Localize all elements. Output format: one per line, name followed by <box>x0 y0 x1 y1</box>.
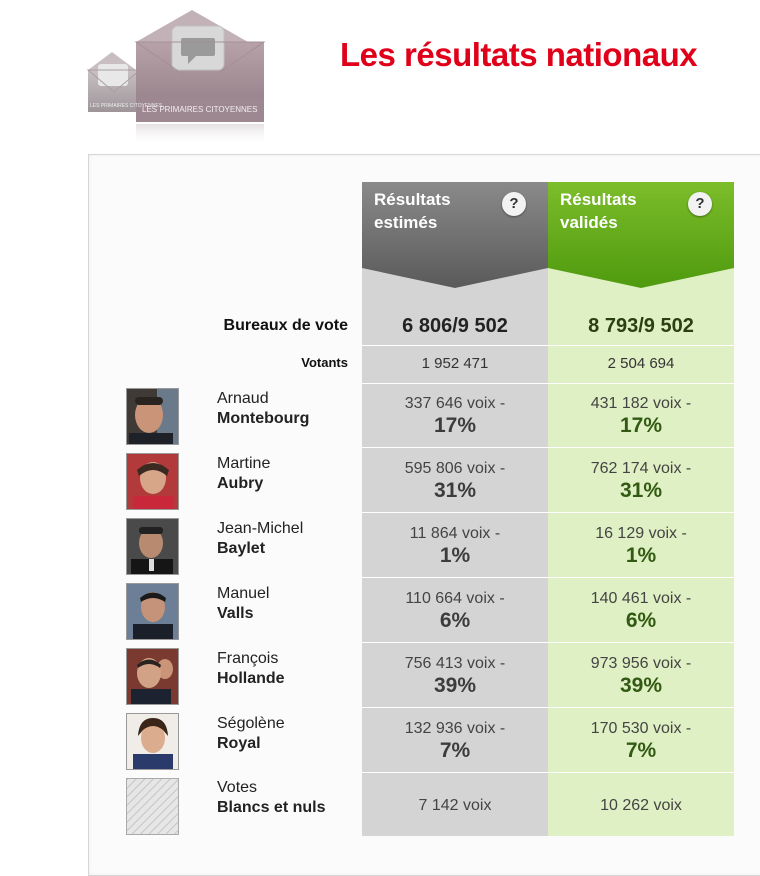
bureaux-validated: 8 793/9 502 <box>588 315 694 337</box>
blank-votes-label-line1: Votes <box>217 779 258 796</box>
candidate-first-name: François <box>217 650 279 667</box>
estimated-percent: 6% <box>439 609 471 632</box>
validated-column-bg <box>548 182 734 836</box>
votants-validated: 2 504 694 <box>607 355 675 372</box>
estimated-votes: 756 413 voix - <box>404 655 506 672</box>
estimated-title-line1: Résultats <box>374 190 451 209</box>
validated-title-line2: validés <box>560 213 618 232</box>
validated-percent: 7% <box>625 739 657 762</box>
estimated-percent: 1% <box>439 544 471 567</box>
logo-text-small: LES PRIMAIRES CITOYENNES <box>90 103 163 109</box>
candidate-photo-royal <box>126 713 179 770</box>
estimated-votes: 110 664 voix - <box>405 590 505 607</box>
candidate-last-name: Baylet <box>217 540 266 557</box>
candidate-first-name: Arnaud <box>217 390 269 407</box>
estimated-votes: 595 806 voix - <box>404 460 506 477</box>
page-title: Les résultats nationaux <box>340 36 698 73</box>
validated-percent: 31% <box>619 479 663 502</box>
validated-votes: 762 174 voix - <box>590 460 692 477</box>
candidate-last-name: Aubry <box>217 475 264 492</box>
candidate-estimated-result: 132 936 voix - 7% <box>362 719 548 763</box>
candidate-validated-result: 140 461 voix - 6% <box>548 589 734 633</box>
candidate-photo-montebourg <box>126 388 179 445</box>
candidate-last-name: Montebourg <box>217 410 310 427</box>
validated-votes: 140 461 voix - <box>590 590 692 607</box>
estimated-column-bg <box>362 182 548 836</box>
row-separator <box>362 642 734 643</box>
row-separator <box>362 345 734 346</box>
estimated-percent: 7% <box>439 739 471 762</box>
candidate-validated-result: 16 129 voix - 1% <box>548 524 734 568</box>
estimated-votes: 132 936 voix - <box>404 720 506 737</box>
validated-percent: 17% <box>619 414 663 437</box>
candidate-last-name: Royal <box>217 735 261 752</box>
candidate-first-name: Manuel <box>217 585 270 602</box>
candidate-photo-baylet <box>126 518 179 575</box>
estimated-percent: 39% <box>433 674 477 697</box>
validated-title-line1: Résultats <box>560 190 637 209</box>
blank-votes-label-line2: Blancs et nuls <box>217 799 326 816</box>
validated-help-icon[interactable]: ? <box>688 192 712 216</box>
row-separator <box>362 772 734 773</box>
candidate-first-name: Martine <box>217 455 271 472</box>
candidate-estimated-result: 110 664 voix - 6% <box>362 589 548 633</box>
estimated-votes: 11 864 voix - <box>409 525 501 542</box>
candidate-estimated-result: 595 806 voix - 31% <box>362 459 548 503</box>
validated-percent: 6% <box>625 609 657 632</box>
candidate-photo-valls <box>126 583 179 640</box>
primaires-logo: LES PRIMAIRES CITOYENNES LES PRIMAIRES C… <box>84 8 269 148</box>
bureaux-estimated: 6 806/9 502 <box>402 315 508 337</box>
candidate-estimated-result: 337 646 voix - 17% <box>362 394 548 438</box>
estimated-percent: 31% <box>433 479 477 502</box>
validated-votes: 431 182 voix - <box>590 395 692 412</box>
validated-percent: 1% <box>625 544 657 567</box>
blank-votes-placeholder <box>126 778 179 835</box>
row-separator <box>362 512 734 513</box>
candidate-first-name: Ségolène <box>217 715 285 732</box>
validated-percent: 39% <box>619 674 663 697</box>
candidate-validated-result: 170 530 voix - 7% <box>548 719 734 763</box>
estimated-title-line2: estimés <box>374 213 438 232</box>
validated-column-header: Résultats validés ? <box>548 182 734 288</box>
estimated-percent: 17% <box>433 414 477 437</box>
candidate-photo-aubry <box>126 453 179 510</box>
estimated-column-header: Résultats estimés ? <box>362 182 548 288</box>
validated-votes: 973 956 voix - <box>590 655 692 672</box>
estimated-votes: 337 646 voix - <box>404 395 506 412</box>
candidate-validated-result: 762 174 voix - 31% <box>548 459 734 503</box>
logo-text: LES PRIMAIRES CITOYENNES <box>142 105 257 114</box>
candidate-validated-result: 431 182 voix - 17% <box>548 394 734 438</box>
blank-votes-validated: 10 262 voix <box>600 797 682 814</box>
row-separator <box>362 383 734 384</box>
candidate-estimated-result: 11 864 voix - 1% <box>362 524 548 568</box>
candidate-photo-hollande <box>126 648 179 705</box>
candidate-last-name: Hollande <box>217 670 285 687</box>
votants-estimated: 1 952 471 <box>421 355 489 372</box>
validated-votes: 170 530 voix - <box>590 720 692 737</box>
row-separator <box>362 707 734 708</box>
blank-votes-estimated: 7 142 voix <box>418 797 492 814</box>
bureaux-label: Bureaux de vote <box>223 317 348 334</box>
estimated-help-icon[interactable]: ? <box>502 192 526 216</box>
candidate-estimated-result: 756 413 voix - 39% <box>362 654 548 698</box>
candidate-last-name: Valls <box>217 605 254 622</box>
row-separator <box>362 577 734 578</box>
candidate-validated-result: 973 956 voix - 39% <box>548 654 734 698</box>
votants-label: Votants <box>301 355 348 370</box>
candidate-first-name: Jean-Michel <box>217 520 304 537</box>
row-separator <box>362 447 734 448</box>
validated-votes: 16 129 voix - <box>595 525 687 542</box>
